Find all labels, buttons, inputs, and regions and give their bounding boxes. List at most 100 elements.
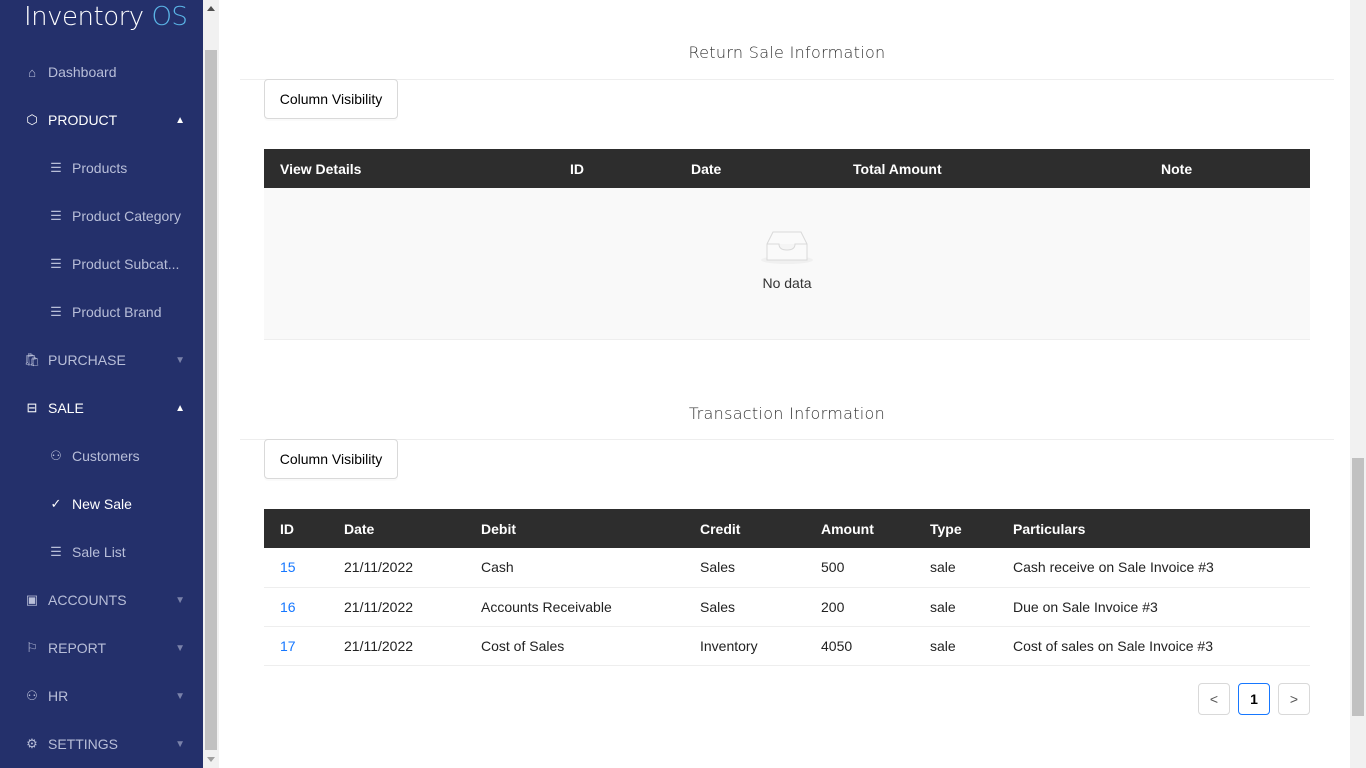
sidebar-item-accounts[interactable]: ▣ ACCOUNTS ▼ [0,580,203,620]
table-row: 17 21/11/2022 Cost of Sales Inventory 4050 sa… [264,626,1310,666]
sidebar-item-label: REPORT [48,640,107,656]
sidebar-item-products[interactable]: ☰ Products [0,148,203,188]
logo-accent: OS [151,2,188,32]
chevron-up-icon: ▲ [175,402,185,414]
list-icon: ☰ [50,208,62,223]
list-icon: ☰ [50,304,62,319]
column-header: Total Amount [837,149,1145,188]
sidebar-item-label: ACCOUNTS [48,592,127,608]
sidebar-scrollbar[interactable] [203,0,219,768]
check-icon: ✓ [50,496,62,511]
chevron-down-icon: ▼ [175,642,185,654]
list-icon: ☰ [50,160,62,175]
chevron-down-icon: ▼ [175,690,185,702]
sidebar-item-label: Product Category [72,208,181,224]
sidebar-item-label: Dashboard [48,64,117,80]
column-header: Debit [465,509,684,548]
sidebar-item-hr[interactable]: ⚇ HR ▼ [0,676,203,716]
column-header: ID [264,509,328,548]
table-cell: 200 [805,587,914,627]
sidebar-item-product-category[interactable]: ☰ Product Category [0,196,203,236]
table-cell: sale [914,587,997,627]
column-header: Particulars [997,509,1310,548]
sidebar-item-label: New Sale [72,496,132,512]
table-cell: Sales [684,548,805,588]
chevron-down-icon: ▼ [175,354,185,366]
box-icon: ⬡ [26,112,38,127]
sidebar-item-dashboard[interactable]: ⌂ Dashboard [0,52,203,92]
next-page-button[interactable]: > [1278,683,1310,715]
minus-square-icon: ⊟ [26,400,38,415]
main-scrollbar[interactable] [1350,0,1366,768]
sidebar-item-product-subcat[interactable]: ☰ Product Subcat... [0,244,203,284]
main-content: Return Sale Information Column Visibilit… [219,0,1350,768]
sidebar: Inventory OS ⌂ Dashboard ⬡ PRODUCT ▲ ☰ Product… [0,0,203,768]
wallet-icon: ▣ [25,592,39,607]
inbox-empty-icon [761,231,813,264]
sidebar-item-label: PRODUCT [48,112,118,128]
table-cell: sale [914,548,997,588]
home-icon: ⌂ [28,64,36,80]
sidebar-item-product[interactable]: ⬡ PRODUCT ▲ [0,100,203,140]
sidebar-item-label: HR [48,688,69,704]
column-header: Credit [684,509,805,548]
column-header: Date [675,149,837,188]
table-cell: Cost of sales on Sale Invoice #3 [997,626,1310,666]
table-cell: 21/11/2022 [328,626,465,666]
chevron-down-icon: ▼ [175,738,185,750]
no-data-text: No data [762,275,812,291]
prev-page-button[interactable]: < [1198,683,1230,715]
sidebar-item-report[interactable]: ⚐ REPORT ▼ [0,628,203,668]
return-column-visibility-button[interactable]: Column Visibility [264,79,398,119]
list-icon: ☰ [50,256,62,271]
app-logo[interactable]: Inventory OS [24,2,188,32]
page-1-button[interactable]: 1 [1238,683,1270,715]
sidebar-item-sale[interactable]: ⊟ SALE ▲ [0,388,203,428]
sidebar-item-label: Customers [72,448,140,464]
table-cell: 500 [805,548,914,588]
table-cell: Cost of Sales [465,626,684,666]
table-cell: 21/11/2022 [328,587,465,627]
chevron-up-icon: ▲ [175,114,185,126]
column-header: ID [554,149,675,188]
table-cell: 4050 [805,626,914,666]
logo-main: Inventory [24,2,144,32]
empty-state: No data [264,188,1310,340]
table-cell: Cash receive on Sale Invoice #3 [997,548,1310,588]
sidebar-item-label: Product Subcat... [72,256,180,272]
sidebar-item-sale-list[interactable]: ☰ Sale List [0,532,203,572]
sidebar-item-customers[interactable]: ⚇ Customers [0,436,203,476]
table-cell: Due on Sale Invoice #3 [997,587,1310,627]
table-cell: sale [914,626,997,666]
sidebar-item-label: PURCHASE [48,352,126,368]
sidebar-item-new-sale[interactable]: ✓ New Sale [0,484,203,524]
bag-icon: 🛍 [23,352,41,367]
table-cell: Inventory [684,626,805,666]
transaction-title: Transaction Information [688,404,886,423]
table-cell: Sales [684,587,805,627]
transaction-column-visibility-button[interactable]: Column Visibility [264,439,398,479]
table-cell: Cash [465,548,684,588]
sidebar-item-label: Products [72,160,128,176]
gear-icon: ⚙ [26,736,38,751]
column-header: Date [328,509,465,548]
sidebar-item-label: Sale List [72,544,126,560]
table-row: 15 21/11/2022 Cash Sales 500 sale Cash receive… [264,548,1310,588]
column-header: Note [1145,149,1310,188]
transaction-id-link[interactable]: 16 [264,587,328,627]
sidebar-item-product-brand[interactable]: ☰ Product Brand [0,292,203,332]
transaction-id-link[interactable]: 15 [264,548,328,588]
sidebar-item-settings[interactable]: ⚙ SETTINGS ▼ [0,724,203,764]
transaction-table: ID Date Debit Credit Amount Type Particulars 1… [264,509,1310,666]
column-header: Type [914,509,997,548]
flag-icon: ⚐ [26,640,38,655]
table-cell: Accounts Receivable [465,587,684,627]
sidebar-item-label: SALE [48,400,84,416]
sidebar-item-label: Product Brand [72,304,162,320]
column-header: Amount [805,509,914,548]
return-sale-title: Return Sale Information [688,43,886,62]
sidebar-item-purchase[interactable]: 🛍 PURCHASE ▼ [0,340,203,380]
transaction-id-link[interactable]: 17 [264,626,328,666]
user-icon: ⚇ [50,448,62,463]
chevron-down-icon: ▼ [175,594,185,606]
